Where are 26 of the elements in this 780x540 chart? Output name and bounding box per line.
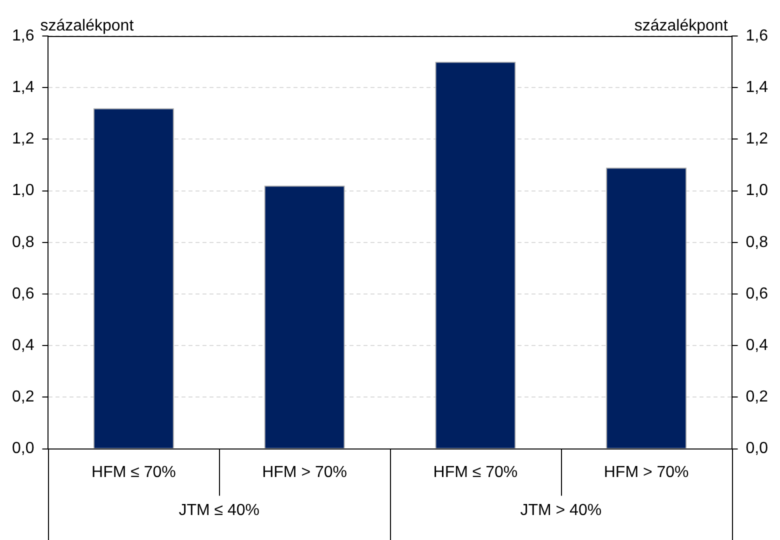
y-tick-label: 0,4 [12,337,34,354]
text: JTM ≤ 40% [178,502,260,520]
y-tick-label: 1,6 [12,27,34,44]
y2-tick-label: 0,4 [746,337,768,354]
y-tick-label: 0,2 [12,388,34,406]
y2-axis-title: százalékpont [634,17,728,34]
y2-tick-label: 1,6 [746,27,768,44]
y-axis-title: százalékpont [40,17,134,34]
y2-tick-label: 0,0 [746,440,768,458]
y2-tick-label: 1,0 [746,182,768,200]
y-tick-label: 1,4 [12,79,34,96]
y2-tick-label: 0,6 [746,285,768,302]
y-tick-label: 0,8 [12,234,34,251]
x-tick-label: HFM ≤ 70% [92,464,176,481]
x-tick-label: HFM > 70% [262,464,348,481]
x-tick-label: HFM ≤ 70% [433,464,518,481]
y2-tick-label: 1,4 [746,79,768,96]
x-tick-label: HFM > 70% [604,464,689,481]
y-tick-label: 1,2 [12,130,34,148]
y-tick-label: 0,6 [12,285,34,302]
y2-tick-label: 0,8 [746,234,768,251]
y2-tick-label: 0,2 [746,388,768,406]
y-tick-label: 1,0 [12,182,34,200]
y2-tick-label: 1,2 [746,130,768,148]
text: JTM > 40% [520,502,602,520]
y-tick-label: 0,0 [12,440,34,458]
